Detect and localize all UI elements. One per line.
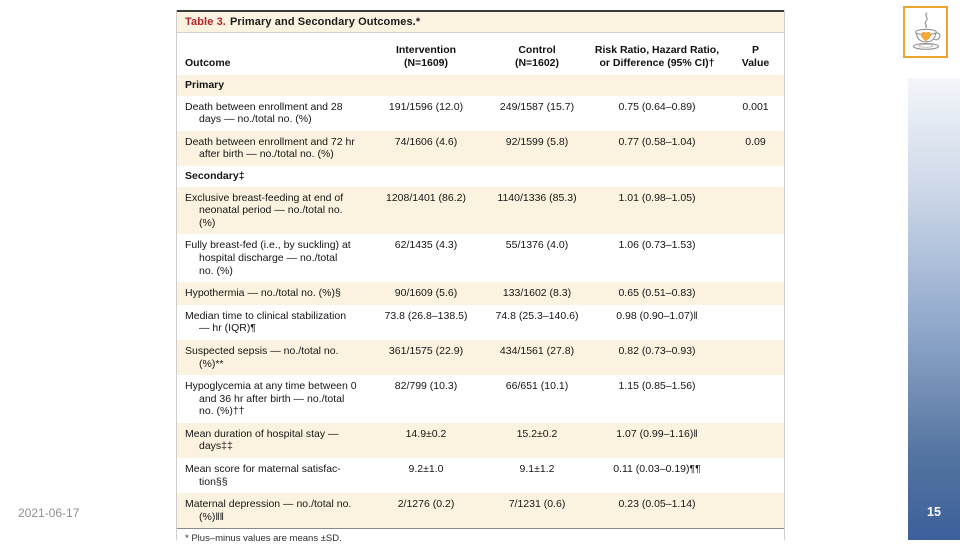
column-header-outcome: Outcome — [185, 56, 231, 69]
control-value: 7/1231 (0.6) — [508, 498, 566, 511]
section-label: Primary — [185, 79, 225, 91]
table-row: Hypothermia — no./total no. (%)§ 90/1609… — [177, 282, 784, 305]
table-row: Death between enrollment and 72 hr after… — [177, 130, 784, 166]
p-value — [727, 428, 784, 453]
effect-value: 0.75 (0.64–0.89) — [618, 100, 696, 113]
control-value: 74.8 (25.3–140.6) — [495, 309, 579, 322]
intervention-value: 82/799 (10.3) — [394, 380, 458, 393]
table-row: Median time to clinical stabilization — … — [177, 304, 784, 340]
intervention-value: 191/1596 (12.0) — [388, 100, 464, 113]
p-value — [727, 192, 784, 230]
outcome-label: Suspected sepsis — no./total no. (%)** — [185, 344, 339, 370]
p-value: 0.09 — [745, 135, 766, 148]
table-section-row: Primary — [177, 75, 784, 96]
table-row: Exclusive breast-feeding at end of neona… — [177, 186, 784, 235]
table-row: Mean duration of hospital stay — days‡‡ … — [177, 422, 784, 459]
sidebar-accent-bar: 15 — [908, 78, 960, 540]
effect-value: 0.98 (0.90–1.07)‖ — [616, 309, 698, 322]
effect-value: 0.23 (0.05–1.14) — [618, 498, 696, 511]
control-value: 55/1376 (4.0) — [505, 239, 569, 252]
outcome-label: Mean score for maternal satisfac- tion§§ — [185, 463, 341, 488]
coffee-cup-icon — [912, 12, 940, 50]
p-value — [727, 498, 784, 523]
table-row: Hypoglycemia at any time between 0 and 3… — [177, 375, 784, 423]
table-title-prefix: Table 3. — [185, 16, 226, 28]
effect-value: 1.07 (0.99–1.16)‖ — [616, 427, 698, 440]
effect-value: 1.01 (0.98–1.05) — [618, 191, 696, 204]
table-row: Fully breast-fed (i.e., by suckling) at … — [177, 234, 784, 283]
table-body: Primary Death between enrollment and 28 … — [177, 75, 784, 529]
intervention-value: 62/1435 (4.3) — [394, 239, 458, 252]
table-row: Maternal depression — no./total no. (%)‖… — [177, 493, 784, 529]
table-row: Mean score for maternal satisfac- tion§§… — [177, 458, 784, 494]
intervention-value: 14.9±0.2 — [405, 427, 447, 440]
control-value: 9.1±1.2 — [519, 463, 555, 476]
intervention-value: 74/1606 (4.6) — [394, 135, 458, 148]
outcome-label: Mean duration of hospital stay — days‡‡ — [185, 427, 339, 453]
intervention-value: 361/1575 (22.9) — [388, 344, 464, 357]
intervention-value: 90/1609 (5.6) — [394, 287, 458, 300]
outcome-label: Exclusive breast-feeding at end of neona… — [185, 191, 344, 229]
table-row: Death between enrollment and 28 days — n… — [177, 95, 784, 131]
effect-value: 0.65 (0.51–0.83) — [618, 287, 696, 300]
p-value — [727, 380, 784, 418]
control-value: 66/651 (10.1) — [505, 380, 569, 393]
table-title-text: Primary and Secondary Outcomes.* — [229, 16, 421, 28]
control-value: 1140/1336 (85.3) — [497, 191, 577, 204]
p-value — [727, 345, 784, 370]
control-value: 249/1587 (15.7) — [499, 100, 575, 113]
table-footnote: * Plus–minus values are means ±SD. — [185, 533, 342, 544]
effect-value: 1.06 (0.73–1.53) — [618, 239, 696, 252]
table-section-row: Secondary‡ — [177, 165, 784, 187]
outcome-label: Death between enrollment and 72 hr after… — [185, 135, 355, 161]
outcome-label: Fully breast-fed (i.e., by suckling) at … — [185, 239, 351, 277]
outcome-label: Median time to clinical stabilization — … — [185, 309, 347, 335]
control-value: 434/1561 (27.8) — [499, 344, 575, 357]
outcome-label: Hypothermia — no./total no. (%)§ — [185, 287, 341, 300]
logo-box — [903, 6, 948, 58]
effect-value: 0.77 (0.58–1.04) — [618, 135, 696, 148]
control-value: 15.2±0.2 — [516, 427, 558, 440]
outcome-label: Maternal depression — no./total no. (%)‖… — [185, 498, 352, 523]
table-bottom-rule — [177, 528, 784, 530]
table-row: Suspected sepsis — no./total no. (%)** 3… — [177, 339, 784, 376]
p-value — [727, 463, 784, 488]
slide-page-number: 15 — [927, 505, 941, 519]
p-value: 0.001 — [742, 100, 769, 113]
outcome-label: Hypoglycemia at any time between 0 and 3… — [185, 380, 357, 418]
effect-value: 1.15 (0.85–1.56) — [618, 380, 696, 393]
effect-value: 0.82 (0.73–0.93) — [618, 344, 696, 357]
outcome-label: Death between enrollment and 28 days — n… — [185, 100, 343, 126]
column-header-intervention: Intervention (N=1609) — [395, 44, 457, 69]
control-value: 133/1602 (8.3) — [502, 287, 572, 300]
table-header-row: Outcome Intervention (N=1609) Control (N… — [177, 33, 784, 75]
intervention-value: 73.8 (26.8–138.5) — [384, 309, 468, 322]
p-value — [727, 239, 784, 277]
section-label: Secondary‡ — [185, 169, 245, 182]
p-value — [727, 287, 784, 300]
column-header-effect: Risk Ratio, Hazard Ratio, or Difference … — [594, 44, 720, 69]
control-value: 92/1599 (5.8) — [505, 135, 569, 148]
intervention-value: 9.2±1.0 — [408, 463, 444, 476]
table-title: Table 3. Primary and Secondary Outcomes.* — [177, 10, 784, 33]
column-header-pvalue: P Value — [741, 44, 770, 69]
effect-value: 0.11 (0.03–0.19)¶¶ — [613, 463, 701, 476]
outcomes-table: Table 3. Primary and Secondary Outcomes.*… — [176, 10, 785, 544]
intervention-value: 2/1276 (0.2) — [397, 498, 455, 511]
slide-date: 2021-06-17 — [18, 506, 80, 520]
p-value — [727, 310, 784, 335]
column-header-control: Control (N=1602) — [514, 44, 560, 69]
intervention-value: 1208/1401 (86.2) — [386, 191, 466, 204]
